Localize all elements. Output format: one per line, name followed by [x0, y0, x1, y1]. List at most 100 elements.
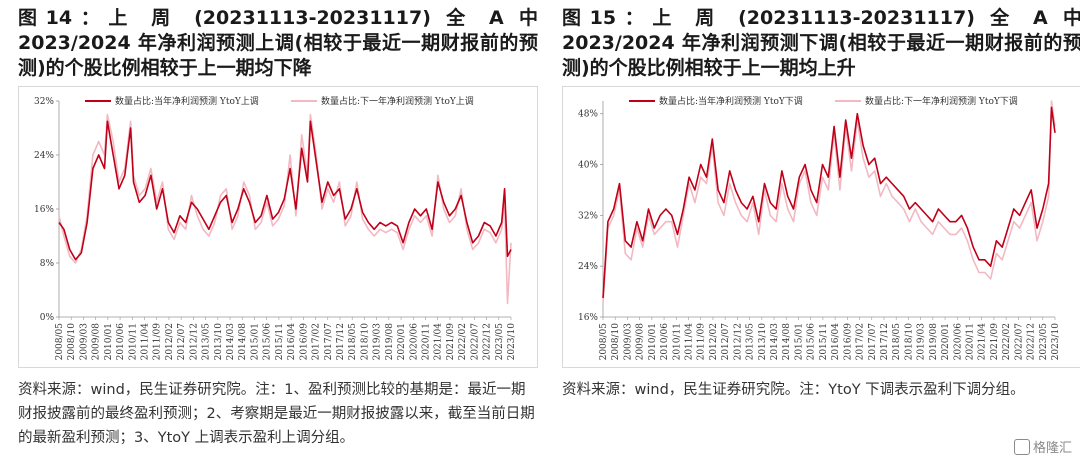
x-tick-label: 2008/10: [611, 323, 621, 361]
x-tick-label: 2019/08: [929, 323, 939, 361]
legend-entry: 数量占比:下一年净利润预测 YtoY下调: [865, 95, 1018, 107]
chart-title: 图15：上 周 (20231113-20231117) 全 A 中2023/20…: [562, 7, 1080, 79]
x-tick-label: 2020/06: [953, 323, 963, 361]
x-tick-label: 2008/05: [55, 323, 65, 361]
x-tick-label: 2013/10: [214, 323, 224, 361]
x-tick-label: 2017/12: [336, 323, 346, 360]
line-chart-svg: 0% 8% 16% 24% 32% 2008/05 2008/10 2009/03 2009/0…: [34, 95, 517, 361]
y-tick-label: 24%: [34, 151, 54, 161]
x-tick-label: 2021/09: [990, 323, 1000, 361]
x-tick-label: 2015/06: [263, 323, 273, 361]
x-tick-label: 2020/01: [941, 323, 951, 360]
x-tick-label: 2022/02: [458, 323, 468, 360]
source-note: 资料来源：wind，民生证券研究院。注：1、盈利预测比较的基期是：最近一期财报披…: [18, 382, 535, 446]
x-tick-label: 2012/02: [709, 323, 719, 360]
x-tick-label: 2023/10: [1051, 323, 1061, 361]
y-tick-label: 32%: [578, 211, 598, 221]
chart-panel-14: 图14：上 周 (20231113-20231117) 全 A 中2023/20…: [18, 0, 538, 462]
x-tick-label: 2010/01: [648, 323, 658, 360]
chart-title: 图14：上 周 (20231113-20231117) 全 A 中2023/20…: [18, 7, 538, 79]
source-note: 资料来源：wind，民生证券研究院。注：YtoY 下调表示盈利下调分组。: [562, 382, 1025, 398]
x-tick-label: 2021/09: [446, 323, 456, 361]
logo-icon: [1013, 439, 1030, 455]
x-tick-label: 2016/09: [843, 323, 853, 361]
y-tick-label: 32%: [34, 97, 54, 107]
x-tick-label: 2013/05: [746, 323, 756, 361]
x-tick-label: 2015/11: [275, 323, 285, 360]
x-tick-label: 2017/07: [324, 323, 334, 361]
x-tick-label: 2008/10: [67, 323, 77, 361]
legend-entry: 数量占比:下一年净利润预测 YtoY上调: [321, 95, 474, 107]
x-tick-label: 2012/02: [165, 323, 175, 360]
chart-panel-15: 图15：上 周 (20231113-20231117) 全 A 中2023/20…: [562, 0, 1080, 462]
x-tick-label: 2009/03: [79, 323, 89, 361]
watermark-text: 格隆汇: [1032, 441, 1072, 456]
x-tick-label: 2020/01: [397, 323, 407, 360]
x-tick-label: 2022/02: [1002, 323, 1012, 360]
x-tick-label: 2016/09: [299, 323, 309, 361]
x-tick-label: 2023/05: [1039, 323, 1049, 361]
x-tick-label: 2012/07: [177, 323, 187, 361]
x-tick-label: 2016/04: [831, 323, 841, 361]
x-tick-label: 2013/05: [202, 323, 212, 361]
x-tick-label: 2014/03: [226, 323, 236, 361]
x-tick-label: 2021/04: [978, 323, 988, 361]
x-tick-label: 2020/11: [421, 323, 431, 360]
x-tick-label: 2023/10: [507, 323, 517, 361]
y-tick-label: 0%: [40, 313, 55, 323]
x-tick-label: 2012/12: [733, 323, 743, 360]
x-tick-label: 2023/05: [495, 323, 505, 361]
x-tick-label: 2017/12: [880, 323, 890, 360]
x-tick-label: 2015/01: [250, 323, 260, 360]
x-tick-label: 2022/12: [1027, 323, 1037, 360]
x-tick-label: 2009/03: [623, 323, 633, 361]
y-tick-label: 8%: [40, 259, 55, 269]
x-tick-label: 2015/01: [794, 323, 804, 360]
x-tick-label: 2022/12: [483, 323, 493, 360]
x-tick-label: 2018/10: [904, 323, 914, 361]
x-tick-label: 2010/11: [672, 323, 682, 360]
chart-area: 16% 24% 32% 40% 48% 2008/05 2008/10 2009/03 2009…: [562, 86, 1080, 368]
x-tick-label: 2020/06: [409, 323, 419, 361]
x-tick-label: 2020/11: [965, 323, 975, 360]
x-tick-label: 2012/12: [189, 323, 199, 360]
x-tick-label: 2010/01: [104, 323, 114, 360]
x-tick-label: 2018/10: [360, 323, 370, 361]
watermark: 格隆汇: [1013, 437, 1072, 456]
x-tick-label: 2010/06: [660, 323, 670, 361]
series-line-0: [602, 106, 1056, 298]
y-tick-label: 40%: [578, 161, 598, 171]
x-tick-label: 2014/03: [770, 323, 780, 361]
x-tick-label: 2009/08: [636, 323, 646, 361]
x-tick-label: 2017/07: [868, 323, 878, 361]
x-tick-label: 2010/11: [128, 323, 138, 360]
x-tick-label: 2021/04: [434, 323, 444, 361]
series-line-0: [58, 120, 512, 261]
x-tick-label: 2018/05: [348, 323, 358, 361]
x-tick-label: 2011/04: [141, 323, 151, 361]
x-tick-label: 2011/04: [685, 323, 695, 361]
x-tick-label: 2010/06: [116, 323, 126, 361]
x-tick-label: 2017/02: [856, 323, 866, 360]
x-tick-label: 2009/08: [92, 323, 102, 361]
y-tick-label: 24%: [578, 262, 598, 272]
x-tick-label: 2015/11: [819, 323, 829, 360]
x-tick-label: 2017/02: [312, 323, 322, 360]
line-chart-svg: 16% 24% 32% 40% 48% 2008/05 2008/10 2009/03 2009…: [578, 95, 1061, 361]
x-tick-label: 2011/09: [153, 323, 163, 361]
x-tick-label: 2011/09: [697, 323, 707, 361]
x-tick-label: 2015/06: [807, 323, 817, 361]
x-tick-label: 2018/05: [892, 323, 902, 361]
y-tick-label: 16%: [578, 313, 598, 323]
y-tick-label: 16%: [34, 205, 54, 215]
x-tick-label: 2014/08: [238, 323, 248, 361]
x-tick-label: 2013/10: [758, 323, 768, 361]
x-tick-label: 2022/07: [1014, 323, 1024, 361]
x-tick-label: 2008/05: [599, 323, 609, 361]
legend-entry: 数量占比:当年净利润预测 YtoY上调: [115, 95, 259, 107]
x-tick-label: 2012/07: [721, 323, 731, 361]
x-tick-label: 2016/04: [287, 323, 297, 361]
chart-area: 0% 8% 16% 24% 32% 2008/05 2008/10 2009/03 2009/0…: [18, 86, 538, 368]
legend-entry: 数量占比:当年净利润预测 YtoY下调: [659, 95, 803, 107]
x-tick-label: 2019/03: [917, 323, 927, 361]
